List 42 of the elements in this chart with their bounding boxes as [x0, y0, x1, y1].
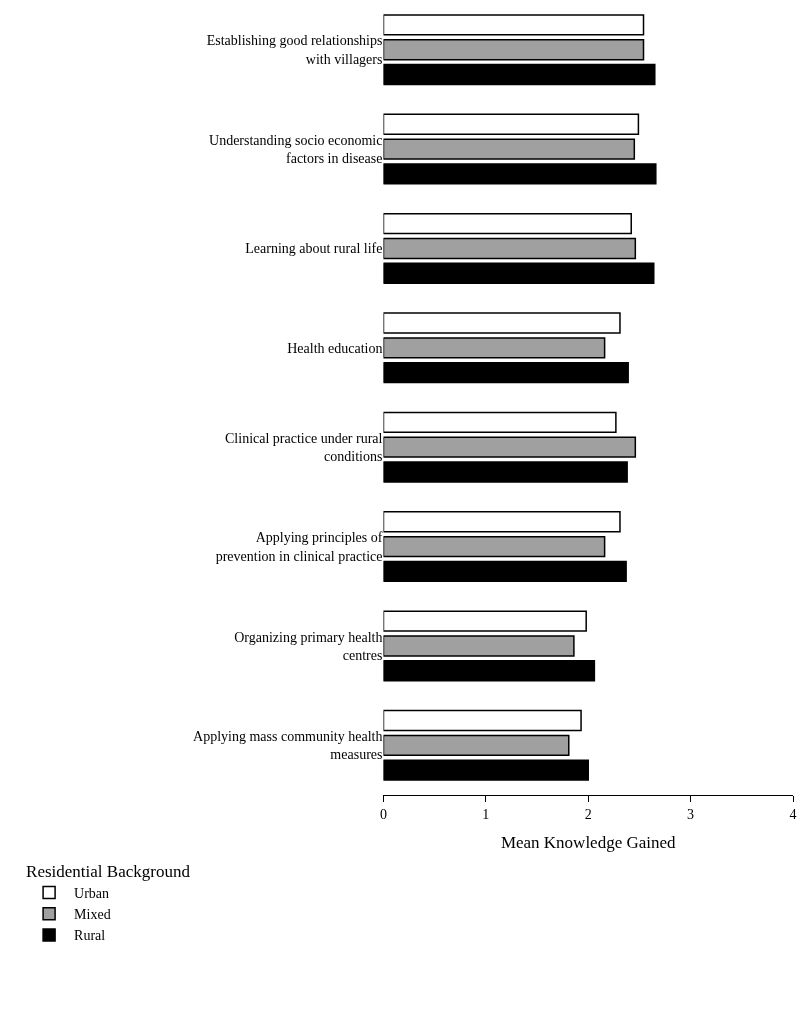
legend-label: Urban — [74, 886, 110, 902]
y-tick-label: Health education — [287, 340, 383, 356]
bar — [383, 436, 637, 458]
bar — [383, 237, 637, 260]
legend-label: Rural — [74, 928, 106, 944]
x-axis-title: Mean Knowledge Gained — [500, 833, 677, 853]
y-tick-label: Clinical practice under rural conditions — [225, 430, 383, 465]
bar — [383, 610, 587, 632]
bar — [383, 113, 640, 135]
x-tick-label: 0 — [379, 806, 387, 822]
bar — [383, 262, 655, 284]
y-tick-label: Organizing primary health centres — [234, 629, 383, 663]
legend-label: Mixed — [74, 907, 111, 923]
bar — [383, 511, 621, 533]
bar — [383, 535, 606, 558]
bar — [383, 709, 582, 732]
x-tick-label: 3 — [687, 806, 695, 822]
y-tick-label: Applying principles of prevention in clinical practice — [215, 530, 383, 564]
bar — [383, 163, 657, 185]
bar — [383, 14, 645, 36]
legend-title: Residential Background — [26, 862, 191, 881]
bar — [383, 361, 629, 384]
y-tick-label: Establishing good relationships with villagers — [206, 33, 383, 67]
bar — [383, 312, 621, 334]
bar — [383, 734, 570, 756]
bar — [383, 635, 575, 657]
x-tick-label: 2 — [584, 806, 592, 822]
bar — [383, 39, 645, 61]
bar — [383, 660, 596, 682]
y-tick-label: Applying mass community health measures — [193, 729, 383, 763]
bar — [383, 337, 606, 359]
y-tick-label: Learning about rural life — [245, 241, 383, 257]
y-tick-label: Understanding socio economic factors in disease — [209, 132, 383, 167]
bar — [383, 411, 617, 434]
bar — [383, 461, 628, 483]
bar — [383, 63, 656, 86]
x-tick-label: 4 — [789, 806, 797, 822]
bar — [383, 138, 636, 160]
x-tick-label: 1 — [482, 806, 490, 822]
bar — [383, 759, 589, 781]
bar — [383, 212, 632, 235]
bar — [383, 560, 627, 583]
